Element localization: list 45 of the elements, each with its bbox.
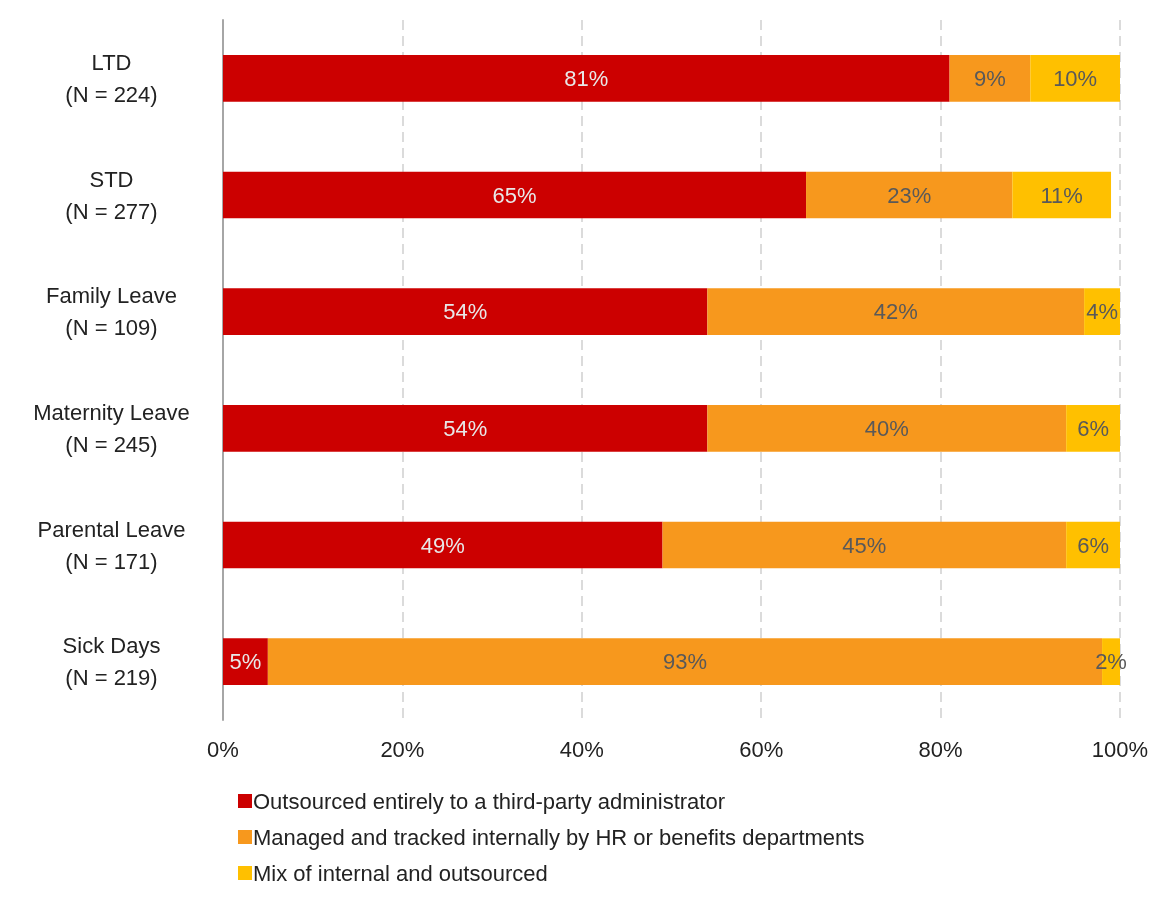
y-tick-label: Sick Days (N = 219) xyxy=(62,633,161,691)
bar xyxy=(223,288,708,335)
data-label: 54% xyxy=(443,415,488,441)
bar xyxy=(707,405,1067,452)
x-tick-label: 40% xyxy=(559,736,604,762)
data-label: 81% xyxy=(564,65,609,91)
x-tick-label: 100% xyxy=(1091,736,1149,762)
legend-label: Mix of internal and outsourced xyxy=(253,860,548,886)
data-label: 11% xyxy=(1040,182,1083,208)
bar xyxy=(223,405,708,452)
data-label: 54% xyxy=(443,299,488,325)
y-tick-label: Maternity Leave (N = 245) xyxy=(33,399,190,457)
bar xyxy=(1030,55,1120,102)
data-label: 5% xyxy=(229,649,262,675)
data-label: 23% xyxy=(887,182,932,208)
y-tick-label: STD (N = 277) xyxy=(65,166,158,224)
data-label: 4% xyxy=(1086,299,1118,325)
data-label: 42% xyxy=(873,299,918,325)
y-tick-label: LTD (N = 224) xyxy=(65,49,158,107)
bar xyxy=(806,171,1013,219)
bar xyxy=(662,521,1067,569)
bar xyxy=(1012,171,1112,219)
data-label: 6% xyxy=(1077,532,1109,558)
data-label: 93% xyxy=(662,649,707,675)
bar xyxy=(1066,405,1120,452)
legend-label: Managed and tracked internally by HR or benefits departments xyxy=(253,824,865,850)
x-tick-label: 80% xyxy=(918,736,963,762)
data-label: 9% xyxy=(974,65,1006,91)
bar xyxy=(223,171,807,219)
bar xyxy=(949,55,1031,102)
x-tick-label: 0% xyxy=(207,736,239,762)
x-tick-label: 20% xyxy=(380,736,425,762)
data-label: 6% xyxy=(1077,415,1109,441)
y-tick-label: Parental Leave (N = 171) xyxy=(37,516,186,574)
data-label: 40% xyxy=(864,415,909,441)
x-tick-label: 60% xyxy=(739,736,784,762)
y-tick-label: Family Leave (N = 109) xyxy=(46,283,177,341)
bar xyxy=(707,288,1085,335)
data-label: 45% xyxy=(842,532,887,558)
data-label: 65% xyxy=(492,182,537,208)
bar xyxy=(223,55,950,102)
bar xyxy=(223,521,663,569)
data-label: 10% xyxy=(1053,65,1098,91)
legend-label: Outsourced entirely to a third-party administrator xyxy=(253,788,725,814)
data-label: 49% xyxy=(420,532,465,558)
